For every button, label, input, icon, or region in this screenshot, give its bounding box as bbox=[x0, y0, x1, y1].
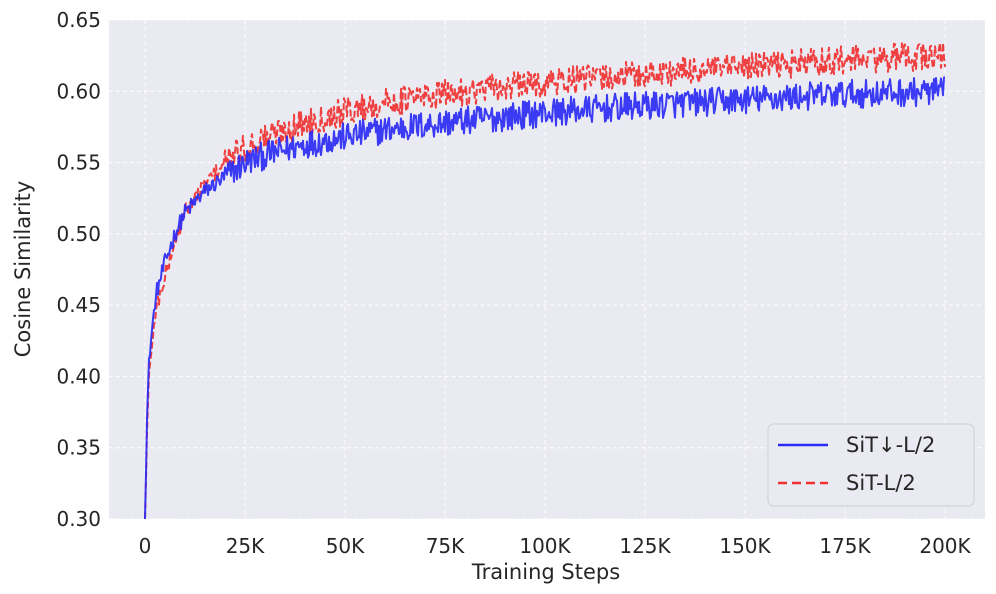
series-line-sit bbox=[144, 41, 946, 519]
x-tick-label: 150K bbox=[719, 534, 771, 558]
x-tick-label: 75K bbox=[426, 534, 465, 558]
series-line-sit-down bbox=[144, 76, 946, 520]
y-tick-label: 0.50 bbox=[56, 222, 101, 246]
x-axis-ticks: 0 25K 50K 75K 100K 125K 150K 175K 200K bbox=[139, 534, 972, 558]
x-tick-label: 25K bbox=[226, 534, 265, 558]
y-axis-label: Cosine Similarity bbox=[11, 181, 35, 357]
y-tick-label: 0.60 bbox=[56, 79, 101, 103]
x-axis-label: Training Steps bbox=[471, 560, 620, 584]
x-tick-label: 100K bbox=[519, 534, 571, 558]
x-tick-label: 175K bbox=[819, 534, 871, 558]
y-tick-label: 0.65 bbox=[56, 8, 101, 32]
x-tick-label: 50K bbox=[326, 534, 365, 558]
x-tick-label: 125K bbox=[619, 534, 671, 558]
x-tick-label: 0 bbox=[139, 534, 152, 558]
legend: SiT↓-L/2 SiT-L/2 bbox=[767, 423, 975, 507]
y-tick-label: 0.45 bbox=[56, 293, 101, 317]
legend-label-sit-down: SiT↓-L/2 bbox=[846, 433, 935, 457]
y-tick-label: 0.40 bbox=[56, 364, 101, 388]
y-tick-label: 0.55 bbox=[56, 151, 101, 175]
y-tick-label: 0.35 bbox=[56, 436, 101, 460]
y-tick-label: 0.30 bbox=[56, 507, 101, 531]
series-lines bbox=[144, 41, 946, 520]
x-tick-label: 200K bbox=[919, 534, 971, 558]
legend-label-sit: SiT-L/2 bbox=[846, 471, 916, 495]
y-axis-ticks: 0.30 0.35 0.40 0.45 0.50 0.55 0.60 0.65 bbox=[56, 8, 101, 531]
